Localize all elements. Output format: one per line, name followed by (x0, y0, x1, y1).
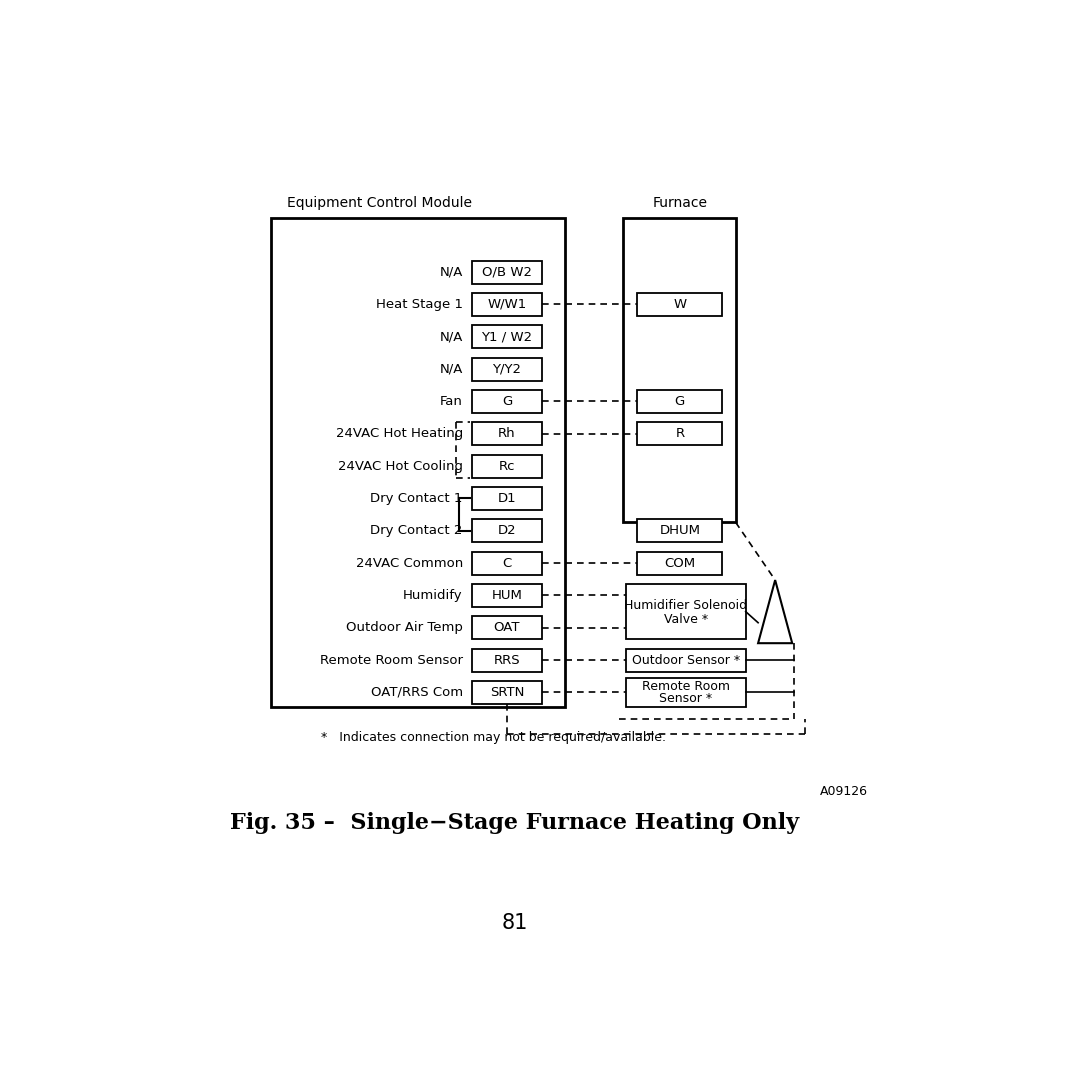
Text: Humidifier Solenoid: Humidifier Solenoid (624, 599, 747, 612)
Text: Outdoor Sensor *: Outdoor Sensor * (632, 653, 740, 666)
Bar (472, 552, 542, 575)
Text: Dry Contact 2: Dry Contact 2 (370, 524, 463, 537)
Text: G: G (502, 395, 512, 408)
Bar (637, 519, 723, 542)
Text: *   Indicates connection may not be required/available.: * Indicates connection may not be requir… (321, 731, 666, 744)
Text: Valve *: Valve * (663, 612, 707, 625)
Text: OAT/RRS Com: OAT/RRS Com (370, 686, 463, 699)
Text: DHUM: DHUM (659, 524, 700, 537)
Text: Outdoor Air Temp: Outdoor Air Temp (346, 621, 463, 634)
Text: 24VAC Hot Heating: 24VAC Hot Heating (336, 428, 463, 441)
Text: D2: D2 (498, 524, 516, 537)
Text: A09126: A09126 (820, 785, 868, 798)
Text: Remote Room: Remote Room (642, 679, 730, 692)
Text: Humidify: Humidify (403, 589, 463, 602)
Text: N/A: N/A (440, 266, 463, 279)
Bar (271, 218, 565, 707)
Text: N/A: N/A (440, 363, 463, 376)
Text: Dry Contact 1: Dry Contact 1 (370, 491, 463, 505)
Bar (472, 519, 542, 542)
Text: G: G (675, 395, 685, 408)
Text: 24VAC Common: 24VAC Common (355, 556, 463, 569)
Text: 24VAC Hot Cooling: 24VAC Hot Cooling (338, 460, 463, 473)
Text: O/B W2: O/B W2 (482, 266, 532, 279)
Text: W: W (673, 298, 687, 311)
Text: Y1 / W2: Y1 / W2 (482, 330, 532, 343)
Text: COM: COM (664, 556, 696, 569)
Text: R: R (675, 428, 685, 441)
Bar (472, 617, 542, 639)
Text: 81: 81 (501, 913, 528, 933)
Bar (472, 584, 542, 607)
Polygon shape (758, 580, 793, 644)
Text: Equipment Control Module: Equipment Control Module (286, 195, 472, 210)
Text: D1: D1 (498, 491, 516, 505)
Bar (472, 357, 542, 380)
Text: C: C (502, 556, 512, 569)
Bar (472, 455, 542, 477)
Text: Heat Stage 1: Heat Stage 1 (376, 298, 463, 311)
Text: SRTN: SRTN (490, 686, 524, 699)
Bar (472, 422, 542, 445)
Bar (472, 680, 542, 704)
Bar (472, 649, 542, 672)
Text: W/W1: W/W1 (487, 298, 527, 311)
Text: Remote Room Sensor: Remote Room Sensor (320, 653, 463, 666)
Text: Furnace: Furnace (652, 195, 707, 210)
Text: Fig. 35 –  Single−Stage Furnace Heating Only: Fig. 35 – Single−Stage Furnace Heating O… (230, 811, 799, 834)
Bar (625, 649, 745, 672)
Bar (623, 218, 735, 523)
Bar (472, 325, 542, 348)
Bar (625, 678, 745, 707)
Text: Fan: Fan (440, 395, 463, 408)
Bar (472, 260, 542, 284)
Text: RRS: RRS (494, 653, 521, 666)
Bar (637, 552, 723, 575)
Text: HUM: HUM (491, 589, 523, 602)
Text: Sensor *: Sensor * (659, 692, 712, 705)
Text: N/A: N/A (440, 330, 463, 343)
Bar (637, 422, 723, 445)
Text: Rh: Rh (498, 428, 516, 441)
Bar (637, 390, 723, 413)
Bar (472, 487, 542, 510)
Bar (472, 293, 542, 316)
Bar (637, 293, 723, 316)
Text: OAT: OAT (494, 621, 521, 634)
Bar (472, 390, 542, 413)
Text: Rc: Rc (499, 460, 515, 473)
Bar (625, 584, 745, 639)
Text: Y/Y2: Y/Y2 (492, 363, 522, 376)
